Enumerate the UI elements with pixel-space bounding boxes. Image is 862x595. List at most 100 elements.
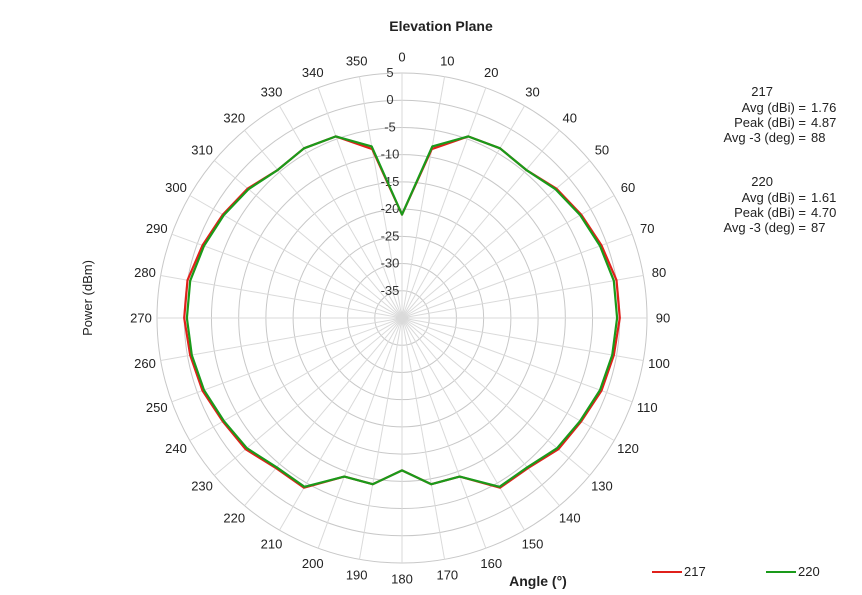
grid-spoke <box>189 195 403 319</box>
stats-value: 88 <box>811 130 826 145</box>
angle-tick-label: 0 <box>398 50 405 65</box>
stats-label: Peak (dBi) = <box>734 115 806 130</box>
radial-tick-label: -10 <box>381 147 400 162</box>
grid-spoke <box>401 317 525 531</box>
stats-title: 217 <box>751 84 773 99</box>
grid-spoke <box>401 317 560 507</box>
radial-tick-label: -5 <box>384 119 396 134</box>
stats-label: Avg (dBi) = <box>741 100 806 115</box>
grid-spoke <box>401 195 615 319</box>
grid-spoke <box>317 87 403 319</box>
angle-tick-label: 300 <box>165 180 187 195</box>
angle-tick-label: 220 <box>223 510 245 525</box>
angle-tick-label: 280 <box>134 265 156 280</box>
stats-title: 220 <box>751 174 773 189</box>
angle-tick-label: 350 <box>346 53 368 68</box>
series-line-220 <box>185 135 619 488</box>
angle-tick-label: 120 <box>617 441 639 456</box>
legend-label-220: 220 <box>798 564 820 579</box>
radial-tick-label: -20 <box>381 201 400 216</box>
stats-value: 4.87 <box>811 115 837 130</box>
y-axis-label: Power (dBm) <box>80 260 95 336</box>
stats-block-220: 220 Avg (dBi) = 1.61 Peak (dBi) = 4.70 Avg… <box>688 174 836 235</box>
grid-spoke <box>171 233 403 319</box>
grid-spoke <box>317 317 403 549</box>
angle-tick-label: 40 <box>563 111 577 126</box>
angle-tick-label: 20 <box>484 65 498 80</box>
grid-spoke <box>279 317 403 531</box>
grid-spoke <box>358 317 403 560</box>
chart-title: Elevation Plane <box>389 18 493 34</box>
angle-tick-label: 60 <box>621 180 635 195</box>
legend-item-217: 217 <box>652 564 706 579</box>
radial-tick-label: -30 <box>381 256 400 271</box>
angle-labels: 0 102030405060708090100110120130140150160… <box>130 50 670 587</box>
grid-spoke <box>244 129 403 319</box>
angle-tick-label: 130 <box>591 478 613 493</box>
grid-spoke <box>401 160 591 319</box>
stats-label: Peak (dBi) = <box>734 205 806 220</box>
angle-tick-label: 90 <box>656 311 670 326</box>
stats-value: 4.70 <box>811 205 837 220</box>
stats-label: Avg (dBi) = <box>741 190 806 205</box>
angle-tick-label: 160 <box>480 556 502 571</box>
stats-row: Peak (dBi) = 4.70 <box>688 205 836 220</box>
grid-spoke <box>213 160 403 319</box>
radial-tick-label: -25 <box>381 228 400 243</box>
angle-tick-label: 30 <box>525 84 539 99</box>
stats-label: Avg -3 (deg) = <box>723 130 806 145</box>
legend-swatch-217 <box>652 570 682 573</box>
angle-tick-label: 150 <box>522 537 544 552</box>
grid-spoke <box>401 105 525 319</box>
angle-tick-label: 310 <box>191 143 213 158</box>
angle-tick-label: 140 <box>559 510 581 525</box>
grid-spoke <box>358 76 403 319</box>
angle-tick-label: 290 <box>146 221 168 236</box>
angle-tick-label: 70 <box>640 221 654 236</box>
stats-label: Avg -3 (deg) = <box>723 220 806 235</box>
angle-tick-label: 230 <box>191 478 213 493</box>
grid-spoke <box>401 317 487 549</box>
angle-tick-label: 340 <box>302 65 324 80</box>
grid-spoke <box>401 317 644 362</box>
grid-spoke <box>401 129 560 319</box>
stats-row: Avg -3 (deg) = 88 <box>688 130 836 145</box>
grid-spoke <box>401 76 446 319</box>
angle-tick-label: 250 <box>146 400 168 415</box>
grid-spoke <box>401 317 633 403</box>
angle-tick-label: 210 <box>261 537 283 552</box>
legend-item-220: 220 <box>766 564 820 579</box>
angle-tick-label: 80 <box>652 265 666 280</box>
angle-tick-label: 100 <box>648 356 670 371</box>
legend-label-217: 217 <box>684 564 706 579</box>
grid-spoke <box>401 87 487 319</box>
stats-row: Avg -3 (deg) = 87 <box>688 220 836 235</box>
angle-tick-label: 10 <box>440 53 454 68</box>
angle-tick-label: 170 <box>436 568 458 583</box>
legend-swatch-220 <box>766 570 796 573</box>
angle-tick-label: 270 <box>130 311 152 326</box>
angle-tick-label: 240 <box>165 441 187 456</box>
grid-spoke <box>401 233 633 319</box>
stats-row: Avg (dBi) = 1.76 <box>688 100 837 115</box>
stats-value: 87 <box>811 220 826 235</box>
angle-tick-label: 320 <box>223 111 245 126</box>
radial-tick-label: 0 <box>386 92 393 107</box>
angle-tick-label: 330 <box>261 84 283 99</box>
radial-tick-labels: 50-5-10-15-20-25-30-35 <box>381 65 400 298</box>
grid-spoke <box>401 317 615 441</box>
grid-spoke <box>160 317 403 362</box>
stats-value: 1.61 <box>811 190 837 205</box>
stats-block-217: 217 Avg (dBi) = 1.76 Peak (dBi) = 4.87 Avg… <box>688 84 836 145</box>
grid-spoke <box>244 317 403 507</box>
grid-spoke <box>160 274 403 319</box>
polar-grid <box>156 72 648 564</box>
stats-row: Avg (dBi) = 1.61 <box>688 190 837 205</box>
grid-spoke <box>171 317 403 403</box>
angle-tick-label: 110 <box>637 400 658 415</box>
grid-spoke <box>401 317 446 560</box>
angle-tick-label: 200 <box>302 556 324 571</box>
grid-spoke <box>189 317 403 441</box>
radial-tick-label: -35 <box>381 283 400 298</box>
